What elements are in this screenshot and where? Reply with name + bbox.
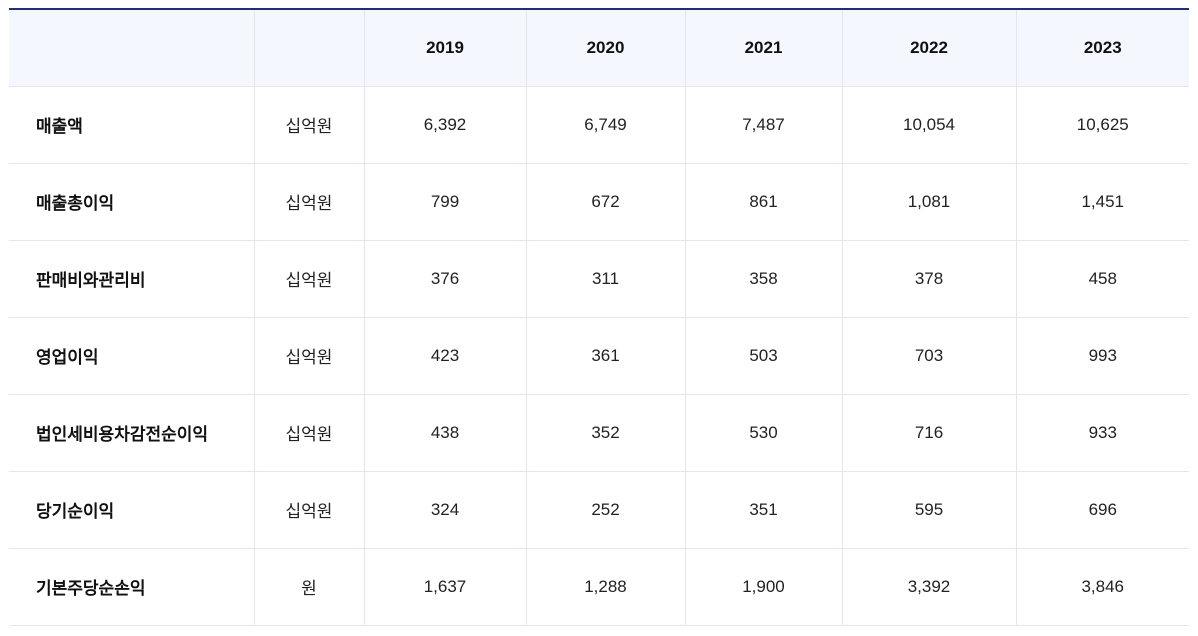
row-unit: 원: [253, 548, 364, 626]
financial-summary-table: 2019 2020 2021 2022 2023 매출액 십억원 6,392 6…: [9, 8, 1189, 626]
table-row: 법인세비용차감전순이익 십억원 438 352 530 716 933: [9, 394, 1189, 472]
cell-value: 530: [684, 394, 842, 472]
cell-value: 252: [525, 471, 685, 549]
row-unit: 십억원: [253, 86, 364, 164]
cell-value: 358: [684, 240, 842, 318]
table-row: 영업이익 십억원 423 361 503 703 993: [9, 317, 1189, 395]
cell-value: 1,637: [363, 548, 526, 626]
row-unit: 십억원: [253, 394, 364, 472]
table-row: 매출총이익 십억원 799 672 861 1,081 1,451: [9, 163, 1189, 241]
header-year-2023: 2023: [1015, 9, 1189, 87]
cell-value: 6,749: [525, 86, 685, 164]
row-unit: 십억원: [253, 240, 364, 318]
cell-value: 324: [363, 471, 526, 549]
header-unit: [253, 9, 364, 87]
cell-value: 933: [1015, 394, 1189, 472]
row-item-label: 매출총이익: [9, 163, 254, 241]
cell-value: 696: [1015, 471, 1189, 549]
cell-value: 3,392: [841, 548, 1016, 626]
header-year-2019: 2019: [363, 9, 526, 87]
cell-value: 1,288: [525, 548, 685, 626]
row-item-label: 영업이익: [9, 317, 254, 395]
cell-value: 311: [525, 240, 685, 318]
row-unit: 십억원: [253, 163, 364, 241]
row-item-label: 기본주당순손익: [9, 548, 254, 626]
cell-value: 438: [363, 394, 526, 472]
cell-value: 672: [525, 163, 685, 241]
header-year-2020: 2020: [525, 9, 685, 87]
header-year-2021: 2021: [684, 9, 842, 87]
table-row: 기본주당순손익 원 1,637 1,288 1,900 3,392 3,846: [9, 548, 1189, 626]
cell-value: 993: [1015, 317, 1189, 395]
cell-value: 1,451: [1015, 163, 1189, 241]
cell-value: 1,900: [684, 548, 842, 626]
cell-value: 7,487: [684, 86, 842, 164]
cell-value: 595: [841, 471, 1016, 549]
cell-value: 423: [363, 317, 526, 395]
row-item-label: 판매비와관리비: [9, 240, 254, 318]
table-row: 판매비와관리비 십억원 376 311 358 378 458: [9, 240, 1189, 318]
cell-value: 361: [525, 317, 685, 395]
row-item-label: 당기순이익: [9, 471, 254, 549]
header-item: [9, 9, 254, 87]
header-row: 2019 2020 2021 2022 2023: [9, 9, 1189, 87]
cell-value: 10,054: [841, 86, 1016, 164]
table-body: 매출액 십억원 6,392 6,749 7,487 10,054 10,625 …: [9, 86, 1189, 626]
row-item-label: 법인세비용차감전순이익: [9, 394, 254, 472]
cell-value: 352: [525, 394, 685, 472]
table-row: 당기순이익 십억원 324 252 351 595 696: [9, 471, 1189, 549]
cell-value: 378: [841, 240, 1016, 318]
row-unit: 십억원: [253, 471, 364, 549]
cell-value: 6,392: [363, 86, 526, 164]
cell-value: 458: [1015, 240, 1189, 318]
cell-value: 799: [363, 163, 526, 241]
cell-value: 861: [684, 163, 842, 241]
cell-value: 1,081: [841, 163, 1016, 241]
row-unit: 십억원: [253, 317, 364, 395]
header-year-2022: 2022: [841, 9, 1016, 87]
cell-value: 703: [841, 317, 1016, 395]
row-item-label: 매출액: [9, 86, 254, 164]
cell-value: 376: [363, 240, 526, 318]
financial-table-container: 2019 2020 2021 2022 2023 매출액 십억원 6,392 6…: [9, 8, 1189, 626]
cell-value: 10,625: [1015, 86, 1189, 164]
table-header: 2019 2020 2021 2022 2023: [9, 9, 1189, 87]
table-row: 매출액 십억원 6,392 6,749 7,487 10,054 10,625: [9, 86, 1189, 164]
cell-value: 351: [684, 471, 842, 549]
cell-value: 3,846: [1015, 548, 1189, 626]
cell-value: 503: [684, 317, 842, 395]
cell-value: 716: [841, 394, 1016, 472]
